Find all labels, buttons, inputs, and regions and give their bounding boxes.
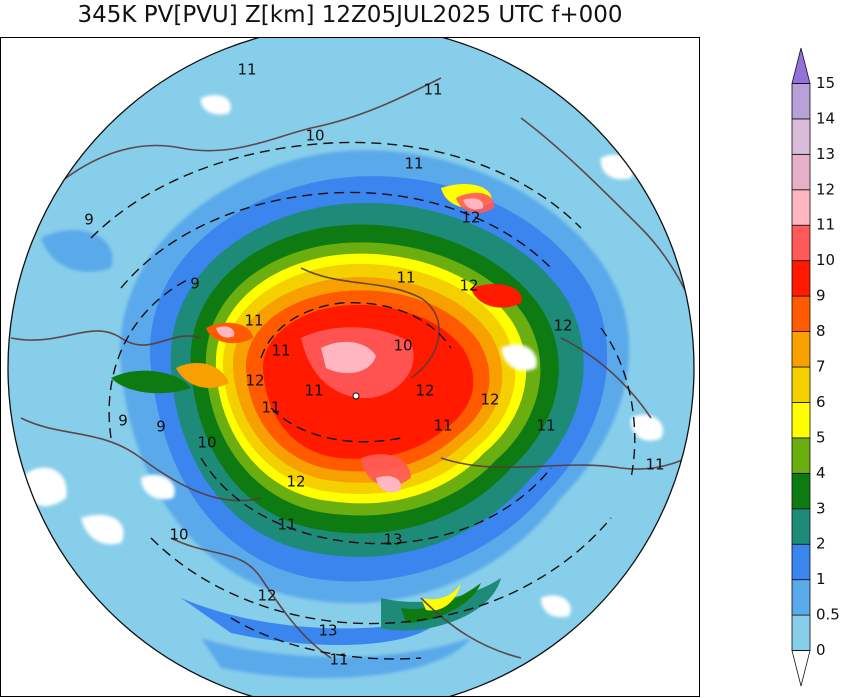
map-title: 345K PV[PVU] Z[km] 12Z05JUL2025 UTC f+00… [77,2,623,28]
colorbar-swatch [791,437,811,474]
colorbar-swatch [791,614,811,651]
contour-label: 10 [305,127,324,145]
contour-label: 9 [84,211,94,229]
colorbar-tick-label: 14 [816,109,835,127]
contour-label: 10 [169,526,188,544]
colorbar-swatch [791,508,811,545]
colorbar-swatch [791,579,811,616]
contour-label: 12 [257,587,276,605]
colorbar-tick-label: 9 [816,287,826,305]
colorbar-tick-label: 15 [816,74,835,92]
colorbar-tick-label: 6 [816,393,826,411]
colorbar-tick-label: 11 [816,216,835,234]
contour-label: 12 [286,473,305,491]
contour-label: 11 [423,81,442,99]
contour-label: 12 [459,277,478,295]
colorbar-tick-label: 13 [816,145,835,163]
contour-label: 11 [404,155,423,173]
colorbar-swatch [791,118,811,155]
colorbar-swatch [791,260,811,297]
contour-label: 12 [461,209,480,227]
colorbar-swatch [791,472,811,510]
colorbar-swatch [791,189,811,226]
colorbar-swatch [791,331,811,368]
colorbar-tick-label: 10 [816,251,835,269]
pv-field [8,38,694,696]
contour-label: 11 [536,417,555,435]
contour-label: 11 [329,651,348,669]
map-boundary [7,38,695,696]
colorbar-min-extend [791,650,811,687]
colorbar-tick-label: 0 [816,641,826,659]
colorbar-swatch [791,366,811,403]
contour-label: 12 [245,372,264,390]
contour-label: 11 [244,312,263,330]
colorbar-blocks [791,47,811,687]
contour-label: 13 [383,531,402,549]
contour-label: 11 [237,61,256,79]
contour-label: 11 [277,516,296,534]
colorbar-tick-label: 8 [816,322,826,340]
contour-label: 11 [261,399,280,417]
contour-label: 11 [396,269,415,287]
contour-label: 13 [318,622,337,640]
contour-label: 11 [304,382,323,400]
colorbar-tick-label: 1 [816,570,826,588]
colorbar-swatch [791,295,811,332]
polar-map-panel: 11 11 10 11 12 9 9 11 12 11 12 11 10 12 11 12 11 12 9 9 11 11… [0,37,700,697]
colorbar-swatch [791,224,811,262]
colorbar-tick-label: 2 [816,535,826,553]
colorbar-swatch [791,402,811,439]
colorbar-tick-label: 5 [816,428,826,446]
colorbar-swatch [791,83,811,120]
contour-label: 10 [197,434,216,452]
contour-label: 9 [118,412,128,430]
contour-label: 10 [393,337,412,355]
contour-label-group: 11 11 10 11 12 9 9 11 12 11 12 11 10 12 11 12 11 12 9 9 11 11… [84,61,664,669]
contour-label: 11 [271,342,290,360]
colorbar-swatch [791,543,811,581]
colorbar-tick-label: 0.5 [816,606,840,624]
contour-label: 12 [480,391,499,409]
contour-label: 11 [433,417,452,435]
contour-label: 11 [645,456,664,474]
colorbar-tick-label: 3 [816,499,826,517]
colorbar-max-extend [791,47,811,84]
contour-label: 9 [156,418,166,436]
colorbar-tick-label: 7 [816,358,826,376]
contour-label: 12 [553,317,572,335]
colorbar-swatch [791,153,811,191]
colorbar-tick-label: 12 [816,180,835,198]
polar-stereographic-map: 11 11 10 11 12 9 9 11 12 11 12 11 10 12 11 12 11 12 9 9 11 11… [7,38,695,696]
contour-label: 12 [415,382,434,400]
contour-label: 9 [190,275,200,293]
colorbar-tick-label: 4 [816,464,826,482]
